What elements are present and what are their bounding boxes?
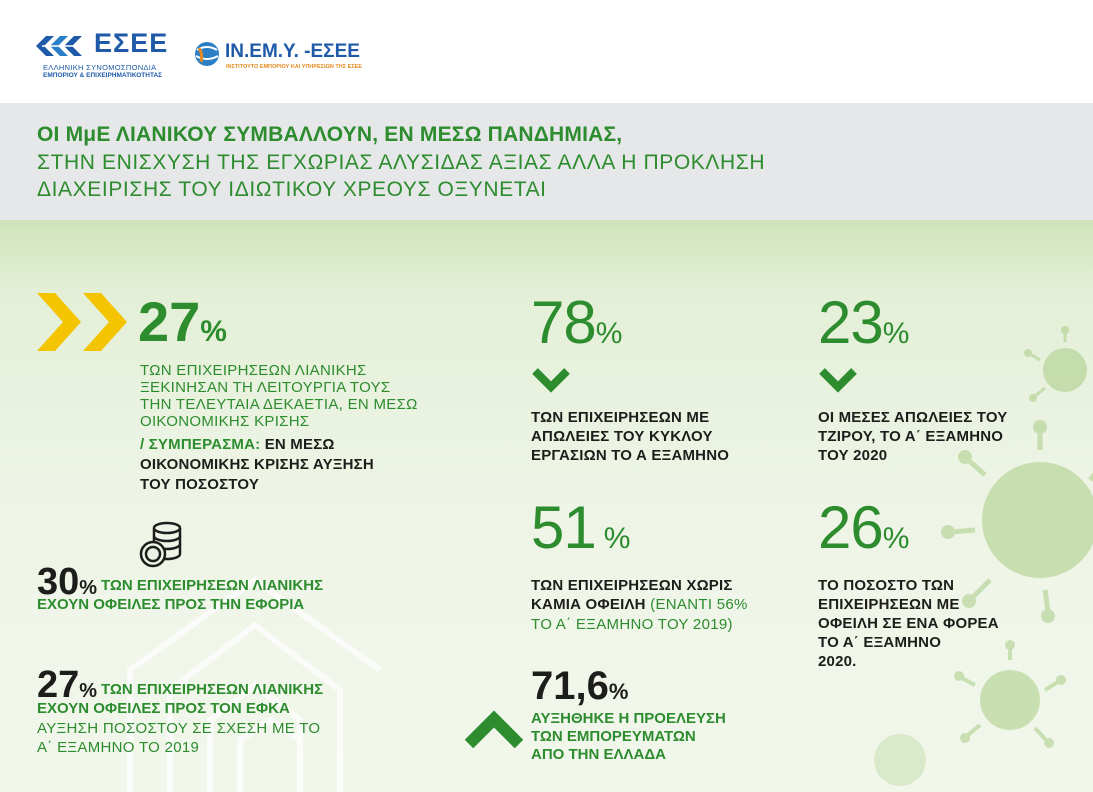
efka-debt-line-1: ΤΩΝ ΕΠΙΧΕΙΡΗΣΕΩΝ ΛΙΑΝΙΚΗΣ [101,681,324,698]
one-body-debt-desc-3: ΟΦΕΙΛΗ ΣΕ ΕΝΑ ΦΟΡΕΑ [818,615,999,632]
esee-logo-line1: ΕΛΛΗΝΙΚΗ ΣΥΝΟΜΟΣΠΟΝΔΙΑ [43,63,157,72]
no-debt-line-3: ΤΟ Α΄ ΕΞΑΜΗΝΟ ΤΟΥ 2019) [531,616,733,633]
title-bar: ΟΙ ΜμΕ ΛΙΑΝΙΚΟΥ ΣΥΜΒΑΛΛΟΥΝ, ΕΝ ΜΕΣΩ ΠΑΝΔ… [0,103,1093,220]
new-businesses-conclusion-2: ΟΙΚΟΝΟΜΙΚΗΣ ΚΡΙΣΗΣ ΑΥΞΗΣΗ [140,456,374,473]
average-losses-desc-2: ΤΖΙΡΟΥ, ΤΟ Α΄ ΕΞΑΜΗΝΟ [818,428,1004,445]
globe-icon [195,42,219,66]
coins-stack-icon [139,521,182,568]
efka-debt-line-4: Α΄ ΕΞΑΜΗΝΟ ΤΟ 2019 [37,739,200,756]
no-debt-value: 51% [531,494,631,561]
esee-logo-line2: ΕΜΠΟΡΙΟΥ & ΕΠΙΧΕΙΡΗΜΑΤΙΚΟΤΗΤΑΣ [43,72,163,79]
one-body-debt-desc-1: ΤΟ ΠΟΣΟΣΤΟ ΤΩΝ [818,577,955,594]
esee-logo-name: ΕΣΕΕ [94,28,169,58]
new-businesses-value: 27% [138,290,227,353]
new-businesses-conclusion-3: ΤΟΥ ΠΟΣΟΣΤΟΥ [140,476,260,493]
efka-debt-value: 27% [37,664,98,706]
chevron-up-icon [464,710,524,749]
turnover-losses-desc-3: ΕΡΓΑΣΙΩΝ ΤΟ Α ΕΞΑΜΗΝΟ [531,447,730,464]
no-debt-line-2: ΚΑΜΙΑ ΟΦΕΙΛΗ (ΕΝΑΝΤΙ 56% [531,596,748,613]
header: ΕΣΕΕ ΕΛΛΗΝΙΚΗ ΣΥΝΟΜΟΣΠΟΝΔΙΑ ΕΜΠΟΡΙΟΥ & Ε… [0,0,1093,103]
domestic-goods-value: 71,6% [531,664,629,708]
new-businesses-conclusion-1: / ΣΥΜΠΕΡΑΣΜΑ: ΕΝ ΜΕΣΩ [140,436,335,453]
domestic-goods-desc-2: ΤΩΝ ΕΜΠΟΡΕΥΜΑΤΩΝ [531,728,696,745]
esee-emblem-icon [36,36,86,56]
double-chevron-right-icon [37,293,127,351]
tax-debt-line-1: ΤΩΝ ΕΠΙΧΕΙΡΗΣΕΩΝ ΛΙΑΝΙΚΗΣ [101,577,324,594]
one-body-debt-value: 26% [818,494,910,561]
main-infographic: 27% ΤΩΝ ΕΠΙΧΕΙΡΗΣΕΩΝ ΛΙΑΝΙΚΗΣ ΞΕΚΙΝΗΣΑΝ … [0,220,1093,792]
turnover-losses-desc-1: ΤΩΝ ΕΠΙΧΕΙΡΗΣΕΩΝ ΜΕ [531,409,710,426]
new-businesses-desc-1: ΤΩΝ ΕΠΙΧΕΙΡΗΣΕΩΝ ΛΙΑΝΙΚΗΣ [140,362,367,379]
one-body-debt-desc-5: 2020. [818,653,857,670]
title-line-2: ΣΤΗΝ ΕΝΙΣΧΥΣΗ ΤΗΣ ΕΓΧΩΡΙΑΣ ΑΛΥΣΙΔΑΣ ΑΞΙΑ… [37,151,766,174]
title-line-1: ΟΙ ΜμΕ ΛΙΑΝΙΚΟΥ ΣΥΜΒΑΛΛΟΥΝ, ΕΝ ΜΕΣΩ ΠΑΝΔ… [37,123,623,146]
inemy-logo: IN.EM.Y. -ΕΣΕΕ ΙΝΣΤΙΤΟΥΤΟ ΕΜΠΟΡΙΟΥ ΚΑΙ Υ… [193,38,383,78]
domestic-goods-desc-1: ΑΥΞΗΘΗΚΕ Η ΠΡΟΕΛΕΥΣΗ [531,710,726,727]
one-body-debt-desc-4: ΤΟ Α΄ ΕΞΑΜΗΝΟ [818,634,942,651]
turnover-losses-desc-2: ΑΠΩΛΕΙΕΣ ΤΟΥ ΚΥΚΛΟΥ [531,428,713,445]
new-businesses-desc-3: ΤΗΝ ΤΕΛΕΥΤΑΙΑ ΔΕΚΑΕΤΙΑ, ΕΝ ΜΕΣΩ [140,396,418,413]
average-losses-desc-1: ΟΙ ΜΕΣΕΣ ΑΠΩΛΕΙΕΣ ΤΟΥ [818,409,1008,426]
tax-debt-value: 30% [37,561,98,603]
efka-debt-line-2: ΕΧΟΥΝ ΟΦΕΙΛΕΣ ΠΡΟΣ ΤΟΝ ΕΦΚΑ [37,700,290,717]
no-debt-line-1: ΤΩΝ ΕΠΙΧΕΙΡΗΣΕΩΝ ΧΩΡΙΣ [531,577,733,594]
title-line-3: ΔΙΑΧΕΙΡΙΣΗΣ ΤΟΥ ΙΔΙΩΤΙΚΟΥ ΧΡΕΟΥΣ ΟΞΥΝΕΤΑ… [37,178,547,201]
house-outline-icon [127,576,382,792]
domestic-goods-desc-3: ΑΠΟ ΤΗΝ ΕΛΛΑΔΑ [531,746,666,763]
tax-debt-line-2: ΕΧΟΥΝ ΟΦΕΙΛΕΣ ΠΡΟΣ ΤΗΝ ΕΦΟΡΙΑ [37,596,305,613]
new-businesses-desc-4: ΟΙΚΟΝΟΜΙΚΗΣ ΚΡΙΣΗΣ [140,413,310,430]
efka-debt-line-3: ΑΥΞΗΣΗ ΠΟΣΟΣΤΟΥ ΣΕ ΣΧΕΣΗ ΜΕ ΤΟ [37,720,321,737]
average-losses-desc-3: ΤΟΥ 2020 [818,447,888,464]
virus-icon [127,326,1093,792]
new-businesses-desc-2: ΞΕΚΙΝΗΣΑΝ ΤΗ ΛΕΙΤΟΥΡΓΙΑ ΤΟΥΣ [140,379,391,396]
inemy-logo-subtitle: ΙΝΣΤΙΤΟΥΤΟ ΕΜΠΟΡΙΟΥ ΚΑΙ ΥΠΗΡΕΣΙΩΝ ΤΗΣ ΕΣ… [226,64,362,70]
inemy-logo-name: IN.EM.Y. -ΕΣΕΕ [225,41,360,62]
one-body-debt-desc-2: ΕΠΙΧΕΙΡΗΣΕΩΝ ΜΕ [818,596,960,613]
esee-logo: ΕΣΕΕ ΕΛΛΗΝΙΚΗ ΣΥΝΟΜΟΣΠΟΝΔΙΑ ΕΜΠΟΡΙΟΥ & Ε… [36,28,186,88]
chevron-down-icon [532,368,570,393]
turnover-losses-value: 78% [531,289,623,356]
average-losses-value: 23% [818,289,910,356]
chevron-down-icon [819,368,857,393]
